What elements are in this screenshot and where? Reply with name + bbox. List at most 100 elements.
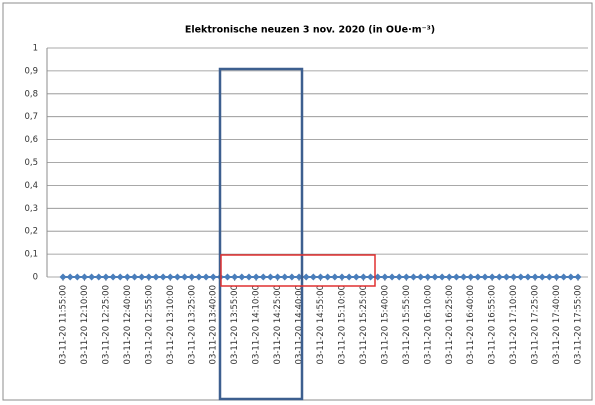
point-marker [145, 273, 153, 281]
x-tick-label: 03-11-20 13:55:00 [230, 285, 240, 364]
y-tick-label: 0,5 [24, 158, 38, 168]
y-tick-label: 0 [33, 273, 38, 283]
point-marker [166, 273, 174, 281]
point-marker [324, 273, 332, 281]
point-marker [66, 273, 74, 281]
point-marker [545, 273, 553, 281]
point-marker [517, 273, 525, 281]
chart-title: Elektronische neuzen 3 nov. 2020 (in OUe… [185, 25, 435, 36]
x-tick-label: 03-11-20 13:40:00 [209, 285, 219, 364]
point-marker [238, 273, 246, 281]
point-marker [259, 273, 267, 281]
y-tick-label: 0,8 [24, 89, 38, 99]
point-marker [181, 273, 189, 281]
point-marker [431, 273, 439, 281]
y-tick-label: 0,9 [24, 66, 38, 76]
point-marker [481, 273, 489, 281]
point-marker [188, 273, 196, 281]
point-marker [502, 273, 510, 281]
y-tick-label: 0,2 [24, 227, 38, 237]
point-marker [367, 273, 375, 281]
x-tick-label: 03-11-20 12:40:00 [123, 285, 133, 364]
point-marker [224, 273, 232, 281]
point-marker [80, 273, 88, 281]
x-tick-label: 03-11-20 15:40:00 [380, 285, 390, 364]
point-marker [102, 273, 110, 281]
x-tick-label: 03-11-20 14:25:00 [273, 285, 283, 364]
x-tick-label: 03-11-20 17:40:00 [552, 285, 562, 364]
point-marker [152, 273, 160, 281]
y-tick-label: 0,1 [24, 250, 38, 260]
point-marker [531, 273, 539, 281]
point-marker [538, 273, 546, 281]
point-marker [338, 273, 346, 281]
point-marker [159, 273, 167, 281]
point-marker [116, 273, 124, 281]
x-tick-label: 03-11-20 16:10:00 [423, 285, 433, 364]
point-marker [281, 273, 289, 281]
point-marker [574, 273, 582, 281]
point-marker [331, 273, 339, 281]
point-marker [524, 273, 532, 281]
highlight-box [220, 254, 376, 287]
x-tick-label: 03-11-20 12:55:00 [144, 285, 154, 364]
x-tick-label: 03-11-20 13:10:00 [166, 285, 176, 364]
point-marker [438, 273, 446, 281]
x-tick-label: 03-11-20 14:40:00 [295, 285, 305, 364]
point-marker [374, 273, 382, 281]
plot: 0 0,1 0,2 0,3 0,4 0,5 0,6 0,7 0,8 0,9 1 03-11-20 11… [24, 44, 588, 364]
point-marker [510, 273, 518, 281]
point-marker [424, 273, 432, 281]
point-marker [274, 273, 282, 281]
point-marker [488, 273, 496, 281]
point-marker [309, 273, 317, 281]
point-marker [345, 273, 353, 281]
x-tick-label: 03-11-20 16:55:00 [488, 285, 498, 364]
x-tick-label: 03-11-20 15:10:00 [337, 285, 347, 364]
point-marker [388, 273, 396, 281]
point-marker [195, 273, 203, 281]
highlight-box [218, 67, 304, 401]
x-tick-label: 03-11-20 17:25:00 [531, 285, 541, 364]
x-tick-label: 03-11-20 12:25:00 [101, 285, 111, 364]
point-marker [202, 273, 210, 281]
point-marker [95, 273, 103, 281]
point-marker [395, 273, 403, 281]
point-marker [317, 273, 324, 281]
x-tick-label: 03-11-20 17:10:00 [509, 285, 519, 364]
point-marker [252, 273, 260, 281]
point-marker [381, 273, 389, 281]
point-marker [73, 273, 81, 281]
point-marker [445, 273, 453, 281]
point-marker [88, 273, 96, 281]
point-marker [409, 273, 417, 281]
point-marker [417, 273, 425, 281]
point-marker [123, 273, 131, 281]
point-marker [231, 273, 239, 281]
point-marker [109, 273, 117, 281]
point-marker [209, 273, 217, 281]
x-tick-label: 03-11-20 14:10:00 [252, 285, 262, 364]
point-marker [173, 273, 181, 281]
point-marker [131, 273, 139, 281]
point-marker [302, 273, 310, 281]
point-marker [245, 273, 253, 281]
x-tick-label: 03-11-20 12:10:00 [80, 285, 90, 364]
point-marker [495, 273, 503, 281]
point-marker [467, 273, 475, 281]
point-marker [402, 273, 410, 281]
y-tick-label: 0,6 [24, 135, 38, 145]
point-marker [352, 273, 360, 281]
point-marker [288, 273, 296, 281]
x-tick-label: 03-11-20 13:25:00 [187, 285, 197, 364]
y-tick-label: 0,7 [24, 112, 38, 122]
point-marker [460, 273, 468, 281]
x-tick-label: 03-11-20 15:25:00 [359, 285, 369, 364]
y-tick-label: 1 [33, 44, 38, 54]
point-marker [138, 273, 146, 281]
point-marker [560, 273, 568, 281]
x-tick-label: 03-11-20 17:55:00 [574, 285, 584, 364]
x-tick-label: 03-11-20 16:40:00 [466, 285, 476, 364]
point-marker [266, 273, 274, 281]
